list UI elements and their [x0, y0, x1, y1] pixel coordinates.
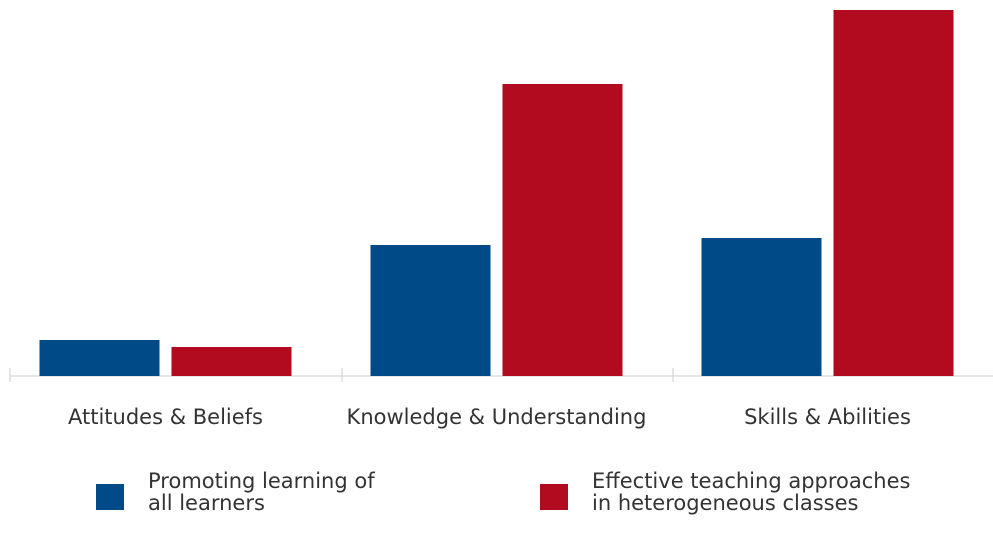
bar	[833, 10, 954, 376]
legend-swatch	[96, 484, 124, 510]
bar	[502, 84, 623, 376]
legend-swatch	[540, 484, 568, 510]
legend-label: Promoting learning of all learners	[148, 469, 375, 515]
x-tick-label: Skills & Abilities	[744, 405, 911, 429]
bar	[370, 245, 491, 376]
legend-item: Effective teaching approaches in heterog…	[540, 470, 912, 514]
bar	[171, 347, 292, 376]
legend-label: Effective teaching approaches in heterog…	[592, 469, 911, 515]
legend-item: Promoting learning of all learners	[96, 470, 378, 514]
x-tick-label: Attitudes & Beliefs	[68, 405, 263, 429]
bar	[39, 340, 160, 376]
x-tick-label: Knowledge & Understanding	[347, 405, 647, 429]
bar	[701, 238, 822, 376]
